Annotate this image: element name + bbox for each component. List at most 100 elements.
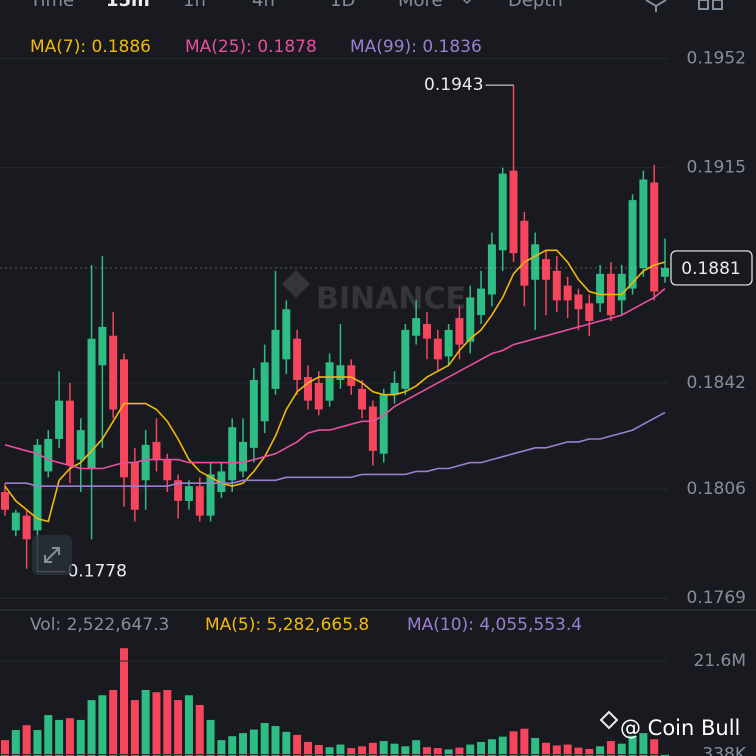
tab[interactable]: 1D — [330, 0, 355, 11]
volume-bar — [130, 700, 139, 756]
volume-bar — [174, 700, 183, 756]
tab[interactable]: More — [398, 0, 443, 11]
candle-body — [76, 430, 85, 460]
volume-bar — [412, 740, 421, 756]
volume-bar — [628, 735, 637, 756]
candle-body — [552, 270, 561, 301]
candle-body — [563, 285, 572, 301]
candle-body — [509, 170, 518, 254]
volume-bar — [368, 742, 377, 756]
y-tick-label: 0.1915 — [687, 158, 746, 178]
volume-bar — [11, 730, 20, 756]
candle-body — [22, 515, 31, 540]
volume-bar — [466, 744, 475, 756]
candle-body — [282, 309, 291, 360]
candle-body — [422, 323, 431, 339]
volume-bar — [390, 743, 399, 756]
candle-body — [628, 200, 637, 289]
ma-line — [4, 249, 666, 523]
volume-bar — [152, 692, 161, 756]
volume-bar — [325, 747, 334, 756]
ma-legend: MA(25): 0.1878 — [185, 37, 317, 57]
volume-bar — [65, 718, 74, 756]
volume-bar — [639, 733, 648, 756]
volume-bar — [358, 746, 367, 756]
volume-panel: 21.6M 338K Vol: 2,522,647.3 MA(5): 5,282,66… — [0, 615, 747, 756]
volume-bar — [563, 744, 572, 756]
candle-body — [444, 329, 453, 357]
y-tick-label: 0.1769 — [687, 588, 746, 608]
candle-body — [217, 471, 226, 493]
candle-body — [293, 338, 302, 380]
volume-bar — [282, 731, 291, 756]
expand-icon[interactable] — [44, 547, 60, 563]
ma-line — [4, 287, 666, 470]
candle-body — [120, 359, 129, 478]
tab[interactable]: 1h — [183, 0, 206, 11]
volume-bar — [336, 744, 345, 756]
credit-text: @ Coin Bull — [620, 716, 740, 740]
volume-bar — [574, 747, 583, 756]
candle-body — [109, 335, 118, 410]
credit-logo — [599, 710, 619, 730]
volume-bar — [217, 740, 226, 756]
candle-body — [195, 486, 204, 516]
volume-bar — [293, 734, 302, 756]
volume-bar — [661, 754, 670, 756]
candle-body — [477, 288, 486, 316]
candle-body — [531, 244, 540, 280]
volume-bar — [542, 742, 550, 756]
candle-body — [433, 338, 442, 360]
tab-selected[interactable]: 15m — [106, 0, 150, 11]
volume-bar — [228, 736, 237, 756]
volume-bar — [206, 719, 215, 756]
volume-bar — [422, 747, 431, 756]
layout-icon[interactable] — [712, 0, 723, 10]
volume-bar — [617, 743, 626, 756]
expand-button[interactable] — [32, 535, 72, 575]
volume-bar — [509, 731, 518, 756]
volume-legend: Vol: 2,522,647.3 — [30, 615, 169, 635]
candle-body — [55, 400, 64, 439]
candle-body — [455, 318, 464, 345]
y-tick-label: 0.1952 — [687, 49, 746, 69]
volume-bar — [455, 747, 464, 756]
volume-bar — [109, 690, 118, 756]
volume-bar — [87, 700, 96, 756]
candle-body — [98, 326, 107, 366]
volume-bar — [444, 749, 453, 756]
last-price-label: 0.1881 — [681, 259, 740, 279]
volume-bar — [98, 695, 107, 756]
y-tick-label: 338K — [702, 745, 746, 756]
tab[interactable]: Depth — [508, 0, 563, 11]
candle-body — [347, 365, 356, 386]
volume-legend: MA(10): 4,055,553.4 — [407, 615, 582, 635]
y-tick-label: 0.1842 — [687, 373, 746, 393]
volume-bar — [498, 736, 507, 756]
candle-body — [379, 394, 388, 454]
candle-body — [163, 459, 172, 481]
credit-badge: @ Coin Bull — [599, 710, 740, 740]
last-price-badge — [670, 250, 753, 286]
tab[interactable]: 4h — [252, 0, 275, 11]
candle-body — [249, 380, 258, 448]
watermark-text: BINANCE — [316, 282, 466, 317]
volume-bar — [141, 690, 150, 756]
candle-body — [174, 480, 183, 501]
y-tick-label: 21.6M — [693, 651, 746, 671]
volume-bar — [184, 695, 193, 756]
volume-legend: MA(5): 5,282,665.8 — [205, 615, 369, 635]
ma-legend: MA(99): 0.1836 — [350, 37, 482, 57]
volume-bar — [163, 690, 172, 756]
low-label: 0.1778 — [67, 562, 126, 582]
candle-body — [206, 474, 215, 516]
settings-icon[interactable] — [645, 0, 667, 12]
high-label: 0.1943 — [424, 75, 483, 95]
candle-body — [1, 492, 9, 510]
volume-bar — [195, 704, 204, 756]
tab[interactable]: Time — [29, 0, 74, 11]
layout-icon[interactable] — [698, 0, 709, 10]
volume-bar — [531, 737, 540, 756]
